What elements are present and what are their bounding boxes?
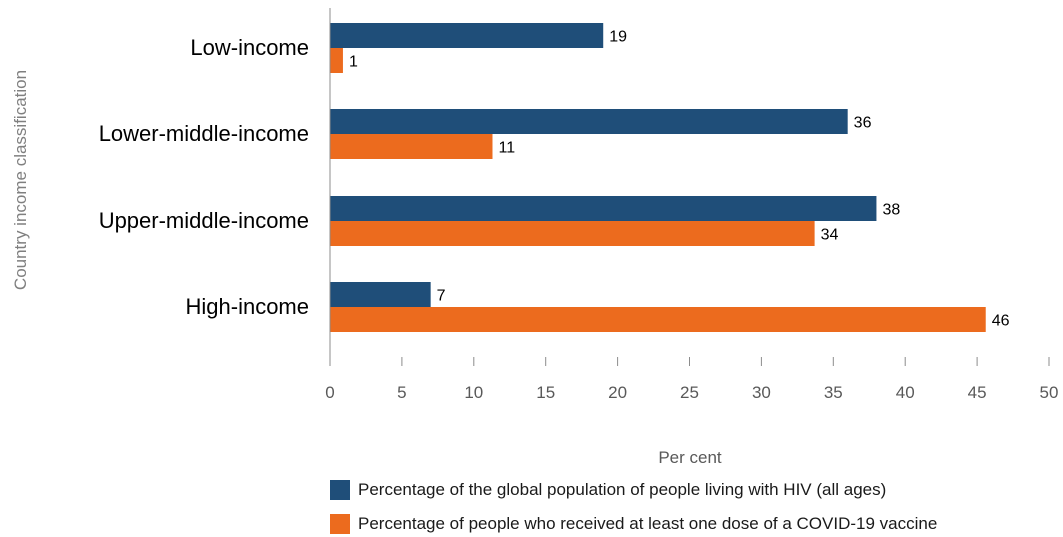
category-label: Lower-middle-income — [99, 121, 309, 146]
bar — [330, 134, 493, 159]
category-label: High-income — [186, 294, 310, 319]
x-tick-label: 10 — [464, 383, 483, 402]
legend-item-covid: Percentage of people who received at lea… — [330, 514, 937, 534]
bar — [330, 48, 343, 73]
x-tick-label: 0 — [325, 383, 334, 402]
category-label: Upper-middle-income — [99, 208, 309, 233]
bar — [330, 221, 815, 246]
x-tick-label: 20 — [608, 383, 627, 402]
legend-swatch-covid — [330, 514, 350, 534]
x-tick-label: 30 — [752, 383, 771, 402]
data-label: 36 — [854, 115, 872, 132]
legend-label-hiv: Percentage of the global population of p… — [358, 480, 887, 499]
data-label: 19 — [609, 29, 627, 46]
data-label: 7 — [437, 288, 446, 305]
data-label: 1 — [349, 54, 358, 71]
bar — [330, 307, 986, 332]
data-label: 34 — [821, 227, 839, 244]
bar — [330, 109, 848, 134]
x-tick-label: 5 — [397, 383, 406, 402]
data-label: 46 — [992, 313, 1010, 330]
legend-label-covid: Percentage of people who received at lea… — [358, 514, 938, 533]
x-tick-label: 25 — [680, 383, 699, 402]
y-axis-title: Country income classification — [11, 70, 30, 290]
x-tick-label: 50 — [1040, 383, 1059, 402]
bar — [330, 196, 877, 221]
x-tick-label: 15 — [536, 383, 555, 402]
data-label: 38 — [882, 202, 900, 219]
x-tick-label: 35 — [824, 383, 843, 402]
category-label: Low-income — [190, 35, 309, 60]
data-label: 11 — [498, 140, 515, 157]
legend-swatch-hiv — [330, 480, 350, 500]
bar — [330, 23, 604, 48]
bar — [330, 282, 431, 307]
x-tick-label: 40 — [896, 383, 915, 402]
x-tick-label: 45 — [968, 383, 987, 402]
x-axis-title: Per cent — [658, 448, 722, 467]
legend-item-hiv: Percentage of the global population of p… — [330, 480, 886, 500]
